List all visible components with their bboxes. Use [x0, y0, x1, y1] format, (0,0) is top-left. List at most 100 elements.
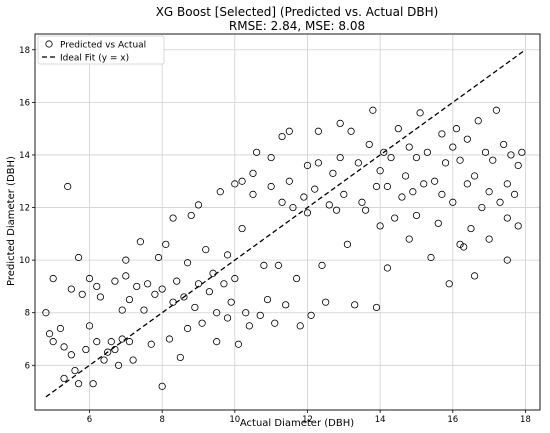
data-points — [42, 106, 526, 390]
data-point — [394, 125, 402, 133]
data-point — [329, 169, 337, 177]
data-point — [398, 193, 406, 201]
data-point — [234, 340, 243, 348]
data-point — [256, 311, 264, 319]
x-tick-label: 18 — [520, 415, 531, 425]
legend-marker-predicted — [45, 40, 53, 48]
data-point — [202, 246, 210, 254]
data-point — [463, 180, 471, 188]
data-point — [158, 285, 166, 293]
data-point — [507, 151, 515, 159]
data-point — [78, 290, 86, 298]
data-point — [238, 224, 246, 233]
data-point — [391, 214, 399, 222]
data-point — [445, 280, 453, 288]
data-point — [292, 274, 301, 283]
data-point — [260, 261, 268, 269]
data-point — [64, 182, 72, 191]
chart-subtitle: RMSE: 2.84, MSE: 8.08 — [229, 19, 365, 33]
data-point — [213, 309, 221, 317]
data-point — [510, 190, 519, 198]
data-point — [285, 177, 293, 185]
data-point — [332, 206, 341, 214]
data-point — [183, 324, 192, 333]
data-point — [213, 338, 221, 346]
data-point — [412, 211, 421, 220]
data-point — [481, 148, 490, 156]
data-point — [274, 261, 283, 269]
data-point — [176, 353, 184, 362]
data-point — [376, 167, 384, 175]
data-point — [289, 203, 297, 212]
x-tick-label: 10 — [229, 415, 240, 425]
data-point — [372, 182, 381, 191]
data-point — [45, 330, 54, 338]
data-point — [56, 324, 65, 333]
data-point — [104, 348, 112, 356]
data-point — [500, 140, 508, 149]
data-point — [438, 190, 446, 198]
y-axis-label: Predicted Diameter (DBH) — [6, 156, 17, 286]
data-point — [209, 269, 217, 277]
x-axis-label: Actual Diameter (DBH) — [240, 418, 354, 429]
data-point — [249, 169, 257, 177]
data-point — [67, 351, 75, 359]
grid — [35, 34, 540, 410]
data-point — [322, 298, 330, 306]
data-point — [231, 274, 239, 283]
x-tick-label: 6 — [87, 415, 92, 425]
data-point — [489, 156, 497, 164]
data-point — [285, 127, 293, 135]
y-tick-label: 10 — [19, 256, 30, 266]
data-point — [441, 159, 450, 167]
data-point — [478, 203, 486, 212]
data-point — [173, 277, 181, 285]
data-point — [231, 180, 239, 188]
data-point — [85, 322, 94, 330]
data-point — [74, 253, 83, 262]
data-point — [278, 132, 286, 141]
data-point — [136, 238, 144, 246]
data-point — [409, 188, 417, 196]
ideal-fit-line — [45, 49, 526, 398]
data-point — [471, 172, 479, 180]
data-point — [118, 335, 126, 343]
data-point — [216, 188, 224, 196]
data-point — [383, 182, 392, 191]
data-point — [129, 356, 137, 364]
data-point — [325, 201, 333, 209]
data-point — [60, 374, 68, 383]
data-point — [154, 253, 163, 262]
data-point — [245, 322, 253, 330]
data-point — [347, 127, 355, 135]
data-point — [111, 345, 119, 354]
data-point — [354, 159, 362, 167]
data-point — [118, 306, 126, 314]
data-point — [336, 119, 344, 127]
data-point — [372, 303, 381, 312]
data-point — [434, 219, 442, 227]
data-point — [111, 277, 119, 285]
data-point — [180, 293, 188, 301]
axis-ticks: 6 8 10 12 14 16 18 6 8 10 12 14 16 18 — [19, 46, 531, 425]
data-point — [420, 180, 428, 188]
data-point — [140, 306, 148, 314]
data-point — [351, 301, 359, 309]
data-point — [162, 240, 170, 248]
data-point — [122, 272, 130, 280]
data-point — [144, 280, 152, 288]
data-point — [463, 135, 471, 143]
data-point — [412, 153, 421, 162]
data-point — [49, 338, 57, 346]
data-point — [514, 161, 522, 170]
x-tick-label: 8 — [159, 415, 164, 425]
data-point — [452, 125, 461, 133]
data-point — [107, 338, 115, 346]
data-point — [485, 188, 493, 196]
data-point — [492, 106, 501, 114]
y-tick-label: 16 — [19, 98, 30, 108]
x-tick-label: 16 — [447, 415, 458, 425]
data-point — [449, 198, 457, 206]
data-point — [307, 311, 315, 319]
data-point — [311, 185, 319, 193]
